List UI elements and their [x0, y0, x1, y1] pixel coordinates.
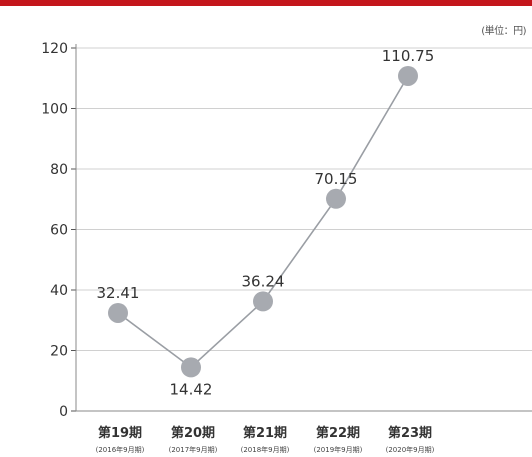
- unit-label: (単位：円): [481, 26, 526, 37]
- x-category-sublabel: (2017年9月期): [169, 445, 218, 454]
- x-category-label: 第21期: [243, 425, 287, 441]
- data-point: [398, 65, 418, 86]
- x-category-label: 第20期: [171, 425, 215, 441]
- x-category-label: 第23期: [388, 425, 432, 441]
- y-tick-label: 40: [50, 283, 68, 299]
- data-label: 70.15: [315, 170, 358, 188]
- x-category-sublabel: (2018年9月期): [241, 445, 290, 454]
- data-label: 32.41: [97, 284, 140, 302]
- data-label: 14.42: [170, 380, 213, 398]
- series-line: [117, 75, 409, 369]
- data-label: 110.75: [382, 47, 435, 65]
- x-category-sublabel: (2016年9月期): [96, 445, 145, 454]
- data-label: 36.24: [242, 272, 285, 290]
- y-tick-label: 20: [50, 344, 68, 360]
- y-tick-label: 100: [41, 102, 68, 118]
- data-point: [326, 188, 346, 209]
- data-point: [108, 302, 128, 323]
- data-point: [181, 357, 201, 378]
- y-tick-label: 60: [50, 223, 68, 239]
- x-category-sublabel: (2020年9月期): [386, 445, 435, 454]
- y-tick-label: 120: [41, 41, 68, 57]
- data-point: [253, 291, 273, 312]
- x-category-sublabel: (2019年9月期): [314, 445, 363, 454]
- y-tick-label: 80: [50, 162, 68, 178]
- x-category-label: 第22期: [316, 425, 360, 441]
- x-category-label: 第19期: [98, 425, 142, 441]
- top-accent-bar: [0, 0, 532, 6]
- y-tick-label: 0: [59, 404, 68, 420]
